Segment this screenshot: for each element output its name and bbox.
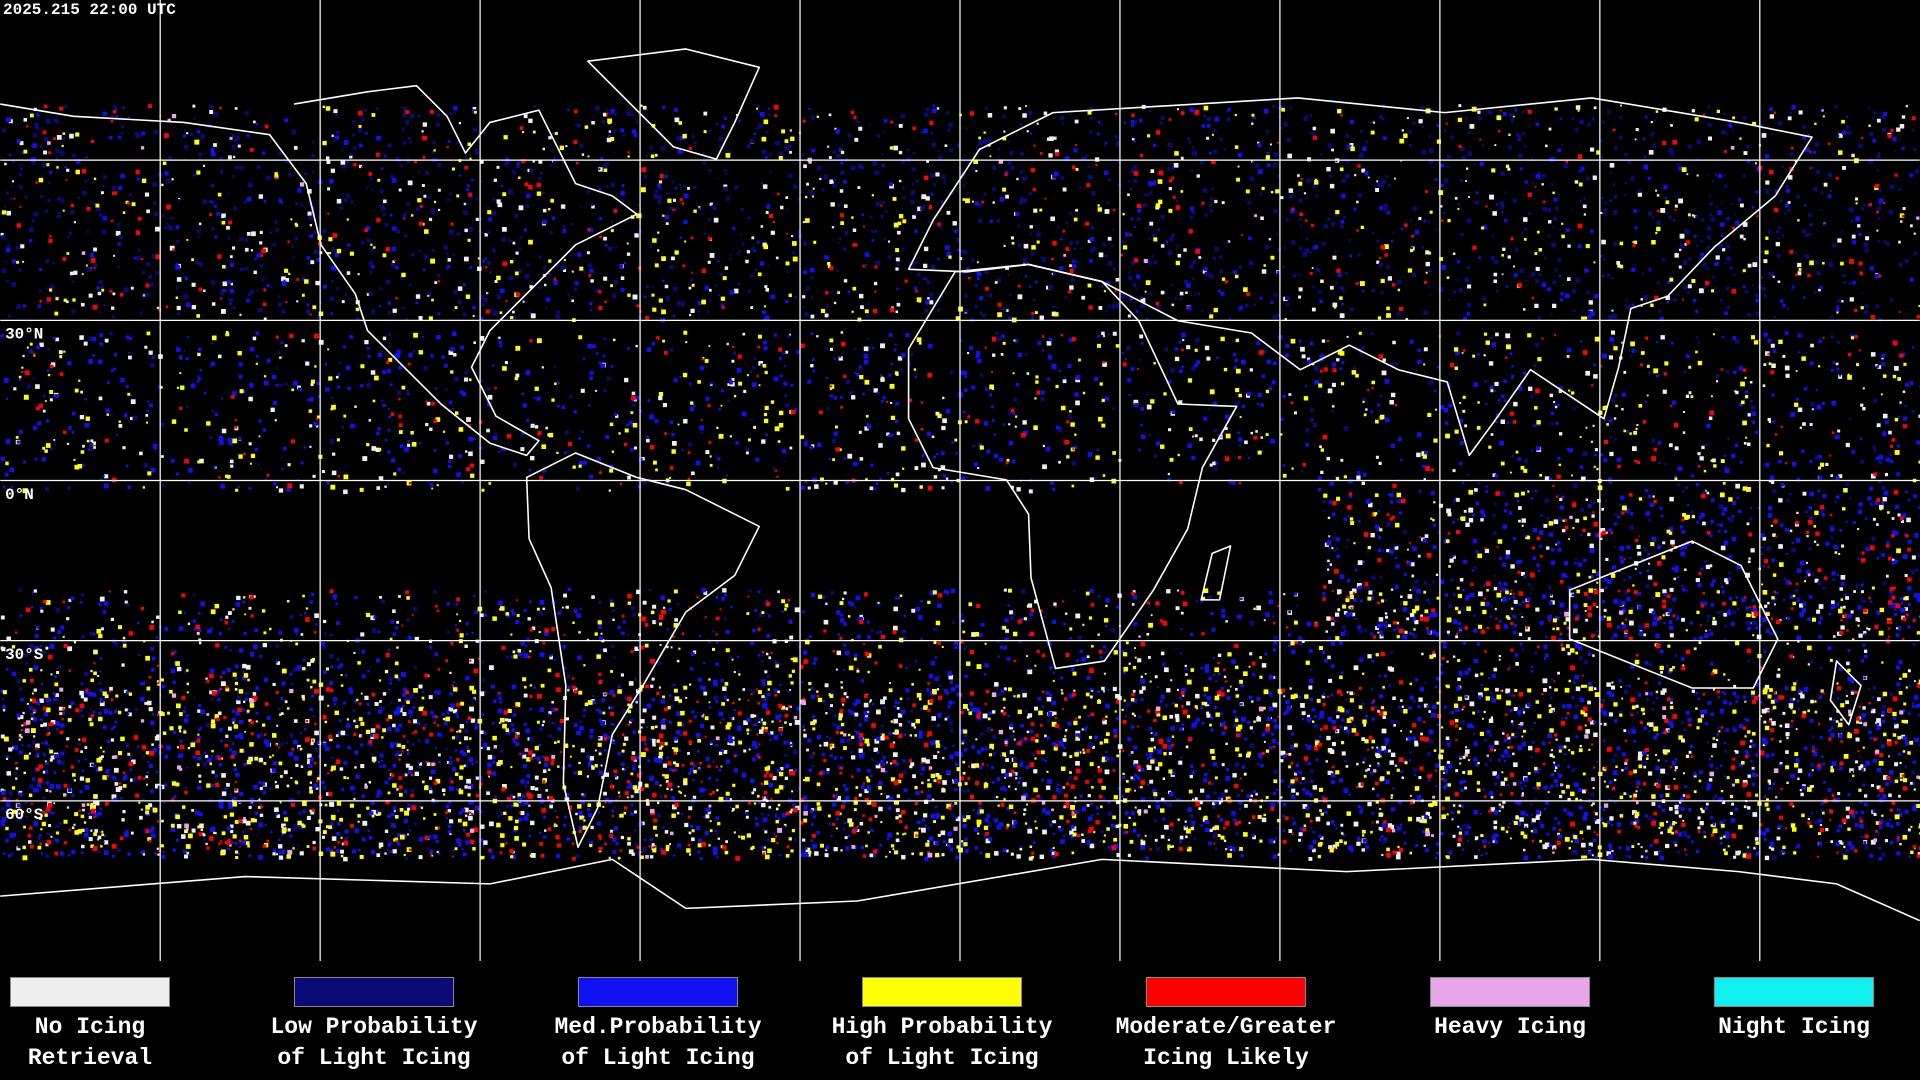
legend-item: Moderate/Greater Icing Likely (1084, 977, 1368, 1074)
legend: No Icing Retrieval Low Probability of Light… (0, 961, 1920, 1080)
legend-swatch (1714, 977, 1874, 1007)
legend-swatch (294, 977, 454, 1007)
legend-label-line: Icing Likely (1143, 1045, 1309, 1071)
latitude-label: 30°S (5, 646, 44, 664)
legend-swatch (1430, 977, 1590, 1007)
legend-label: No Icing Retrieval (0, 1012, 232, 1074)
new-zealand (1829, 660, 1862, 726)
legend-label-line: Retrieval (27, 1045, 153, 1071)
legend-label: High Probability of Light Icing (800, 1012, 1084, 1074)
eurasia (907, 97, 1813, 457)
timestamp: 2025.215 22:00 UTC (3, 1, 176, 19)
legend-label: Night Icing (1652, 1012, 1920, 1043)
legend-item: Low Probability of Light Icing (232, 977, 516, 1074)
legend-label-line: of Light Icing (561, 1045, 755, 1071)
legend-label-line: Med.Probability (554, 1014, 762, 1040)
legend-label: Moderate/Greater Icing Likely (1084, 1012, 1368, 1074)
latitude-label: 60°S (5, 806, 44, 824)
legend-label-line: of Light Icing (845, 1045, 1039, 1071)
graticule (0, 0, 1920, 961)
icing-map: 30°N 0°N 30°S 60°S (0, 0, 1920, 961)
latitude-label: 30°N (5, 326, 43, 344)
legend-label-line: Low Probability (270, 1014, 478, 1040)
legend-swatch (1146, 977, 1306, 1007)
legend-label: Low Probability of Light Icing (232, 1012, 516, 1074)
legend-item: Heavy Icing (1368, 977, 1652, 1043)
legend-label: Heavy Icing (1368, 1012, 1652, 1043)
legend-swatch (578, 977, 738, 1007)
legend-item: No Icing Retrieval (0, 977, 232, 1074)
coastlines (0, 48, 1920, 922)
legend-label-line: No Icing (34, 1014, 146, 1040)
legend-item: High Probability of Light Icing (800, 977, 1084, 1074)
latitude-labels: 30°N 0°N 30°S 60°S (5, 326, 44, 825)
legend-label-line: High Probability (831, 1014, 1053, 1040)
legend-label-line: Moderate/Greater (1115, 1014, 1337, 1040)
greenland (587, 48, 761, 160)
madagascar (1200, 545, 1232, 601)
legend-label: Med.Probability of Light Icing (516, 1012, 800, 1074)
south-america (525, 452, 761, 848)
legend-label-line: Heavy Icing (1434, 1014, 1586, 1040)
legend-swatch (862, 977, 1022, 1007)
legend-swatch (10, 977, 170, 1007)
latitude-label: 0°N (5, 486, 34, 504)
legend-label-line: Night Icing (1718, 1014, 1870, 1040)
antarctica (0, 858, 1920, 922)
legend-item: Med.Probability of Light Icing (516, 977, 800, 1074)
north-america (0, 84, 638, 457)
legend-label-line: of Light Icing (277, 1045, 471, 1071)
legend-item: Night Icing (1652, 977, 1920, 1043)
